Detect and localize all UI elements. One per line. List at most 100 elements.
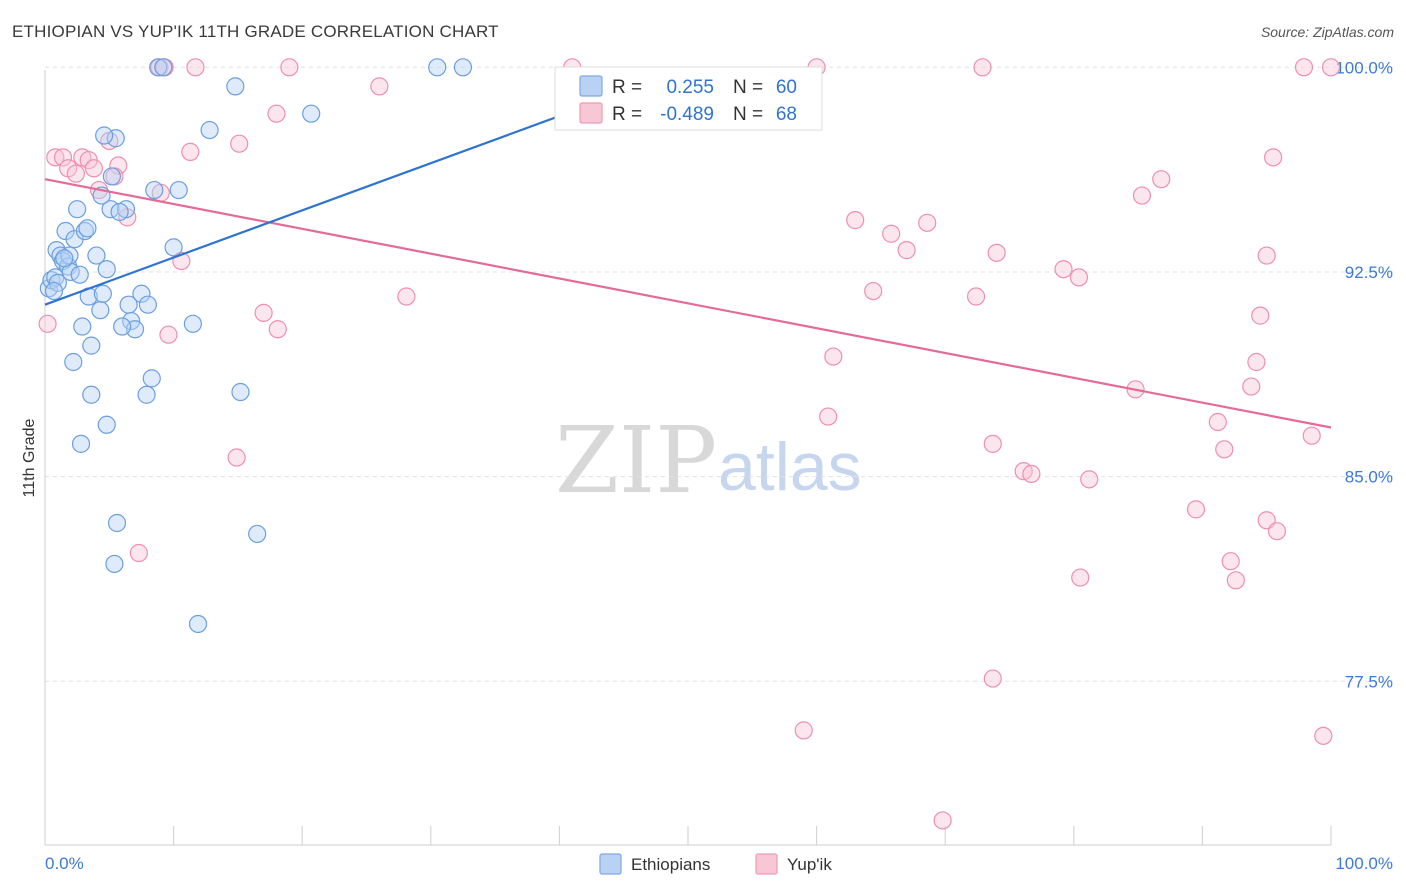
chart-title: ETHIOPIAN VS YUP'IK 11TH GRADE CORRELATI… (12, 22, 499, 41)
ethiopian-point (73, 317, 92, 336)
yupik-point (397, 287, 416, 306)
ethiopian-point (97, 260, 116, 279)
yupik-point (159, 325, 178, 344)
x-tick-label-max: 100.0% (1335, 854, 1393, 873)
yupik-point (280, 58, 299, 77)
ethiopian-point (68, 200, 87, 219)
yupik-point (227, 448, 246, 467)
ethiopian-point (55, 249, 74, 268)
yupik-point (864, 281, 883, 301)
legend-swatch-yupik (579, 102, 603, 124)
yupik-point (819, 407, 838, 426)
y-tick-label: 77.5% (1345, 672, 1393, 691)
yupik-point (1257, 246, 1276, 265)
ethiopian-point (428, 58, 447, 77)
yupik-point (1226, 571, 1245, 590)
yupik-point (370, 77, 389, 96)
yupik-point (1264, 148, 1283, 167)
ethiopian-point (93, 284, 112, 303)
ethiopian-point (64, 352, 83, 372)
ethiopian-point (154, 58, 173, 77)
x-tick-label-min: 0.0% (45, 854, 84, 873)
yupik-point (846, 211, 865, 230)
legend-n-label-1: N = (733, 77, 763, 98)
yupik-point (230, 134, 249, 153)
legend-n-value-ethiopians: 60 (776, 77, 797, 98)
ethiopian-point (453, 58, 473, 77)
yupik-point (794, 721, 813, 740)
yupik-point (987, 243, 1006, 262)
yupik-point (933, 811, 952, 830)
yupik-point (1208, 412, 1227, 432)
ethiopian-point (82, 336, 101, 355)
yupik-point (966, 287, 986, 306)
yupik-point (1302, 426, 1321, 445)
ethiopian-point (183, 314, 202, 333)
ethiopian-point (102, 167, 121, 186)
y-axis-label: 11th Grade (21, 418, 38, 497)
yupik-point (824, 347, 843, 366)
watermark-atlas: atlas (718, 429, 862, 505)
ethiopian-point (142, 369, 161, 388)
ethiopian-point (107, 513, 127, 533)
ethiopian-point (137, 385, 156, 404)
yupik-point (186, 58, 205, 77)
yupik-point (973, 58, 992, 77)
yupik-point (84, 159, 103, 178)
yupik-point (1267, 522, 1287, 541)
yupik-point (1071, 568, 1090, 587)
yupik-point (267, 104, 286, 123)
ethiopian-point (231, 382, 250, 402)
ethiopian-point (164, 238, 183, 257)
legend-swatch-ethiopians (579, 75, 603, 97)
yupik-point (1314, 726, 1333, 745)
yupik-point (1022, 464, 1041, 483)
yupik-point (1247, 352, 1266, 372)
yupik-point (918, 213, 937, 232)
y-tick-label: 92.5% (1345, 263, 1393, 282)
bottom-legend-yupik: Yup'ik (787, 855, 832, 874)
yupik-point (254, 303, 273, 322)
yupik-point (1186, 500, 1206, 519)
yupik-point (1251, 306, 1270, 325)
yupik-point (1221, 552, 1240, 571)
ethiopian-point (188, 614, 208, 634)
legend-r-value-yupik: -0.489 (660, 104, 714, 125)
yupik-point (181, 142, 200, 161)
ethiopian-trend-line (44, 112, 567, 306)
yupik-point (1132, 186, 1152, 205)
y-tick-label: 100.0% (1335, 58, 1393, 77)
yupik-point (1321, 58, 1341, 77)
ethiopian-point (87, 246, 106, 265)
ethiopian-point (248, 524, 267, 544)
source-label: Source: ZipAtlas.com (1260, 24, 1394, 40)
yupik-point (109, 156, 128, 175)
ethiopian-point (145, 180, 164, 200)
watermark-zip: ZIP (555, 407, 717, 514)
yupik-point (1054, 260, 1073, 279)
legend-n-value-yupik: 68 (776, 104, 797, 125)
yupik-point (268, 320, 287, 339)
ethiopian-point (91, 301, 110, 320)
ethiopian-point (95, 126, 114, 145)
yupik-point (46, 148, 65, 167)
yupik-point (1080, 470, 1099, 489)
ethiopian-point (200, 120, 219, 140)
yupik-point (983, 669, 1002, 688)
yupik-point (983, 434, 1002, 453)
yupik-point (1242, 377, 1261, 396)
yupik-point (129, 543, 148, 563)
ethiopian-point (113, 317, 132, 336)
yupik-point (38, 314, 57, 333)
legend-n-label-2: N = (733, 104, 763, 125)
ethiopian-point (106, 129, 125, 148)
yupik-point (882, 224, 901, 243)
yupik-point (1069, 268, 1089, 287)
yupik-points (38, 58, 1341, 830)
bottom-legend-swatch-ethiopians (599, 853, 622, 875)
ethiopian-point (44, 281, 64, 301)
yupik-point (66, 164, 85, 183)
ethiopian-point (75, 221, 94, 241)
ethiopian-point (169, 180, 188, 200)
legend-r-label-1: R = (612, 77, 642, 98)
